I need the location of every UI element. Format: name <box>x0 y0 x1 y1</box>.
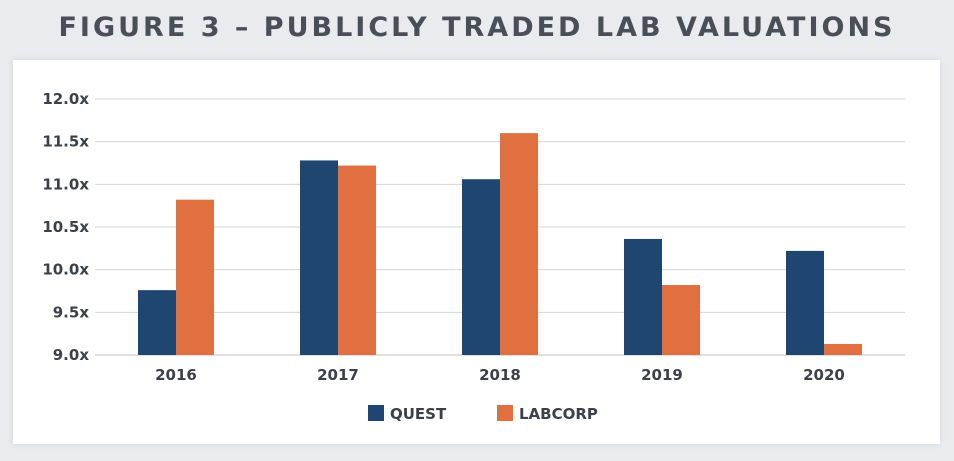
x-tick-label: 2016 <box>155 366 197 384</box>
bar-quest-2020 <box>786 250 824 355</box>
bar-quest-2016 <box>138 290 176 355</box>
bars <box>138 133 862 355</box>
x-tick-label: 2019 <box>641 366 683 384</box>
x-axis-tick-labels: 2016 2017 2018 2019 2020 <box>155 366 845 384</box>
legend-swatch-quest <box>368 405 384 421</box>
legend-label-quest: QUEST <box>390 405 447 423</box>
x-tick-label: 2017 <box>317 366 359 384</box>
y-tick-label: 10.5x <box>42 218 89 236</box>
bar-labcorp-2019 <box>662 285 700 355</box>
x-tick-label: 2020 <box>803 366 845 384</box>
y-tick-label: 10.0x <box>42 261 89 279</box>
bar-labcorp-2020 <box>824 343 862 355</box>
y-tick-label: 9.5x <box>53 303 90 321</box>
y-tick-label: 12.0x <box>42 90 89 108</box>
legend-swatch-labcorp <box>497 405 513 421</box>
bar-quest-2019 <box>624 238 662 355</box>
x-tick-label: 2018 <box>479 366 521 384</box>
legend: QUEST LABCORP <box>368 405 598 423</box>
bar-quest-2017 <box>300 160 338 355</box>
bar-labcorp-2017 <box>338 165 376 355</box>
chart-title: FIGURE 3 – PUBLICLY TRADED LAB VALUATION… <box>58 12 896 43</box>
bar-labcorp-2018 <box>500 133 538 355</box>
bar-labcorp-2016 <box>176 199 214 355</box>
y-tick-label: 11.0x <box>42 175 89 193</box>
y-tick-label: 9.0x <box>53 346 90 364</box>
legend-label-labcorp: LABCORP <box>519 405 598 423</box>
bar-quest-2018 <box>462 179 500 355</box>
y-axis-tick-labels: 9.0x 9.5x 10.0x 10.5x 11.0x 11.5x 12.0x <box>42 90 89 364</box>
y-tick-label: 11.5x <box>42 133 89 151</box>
